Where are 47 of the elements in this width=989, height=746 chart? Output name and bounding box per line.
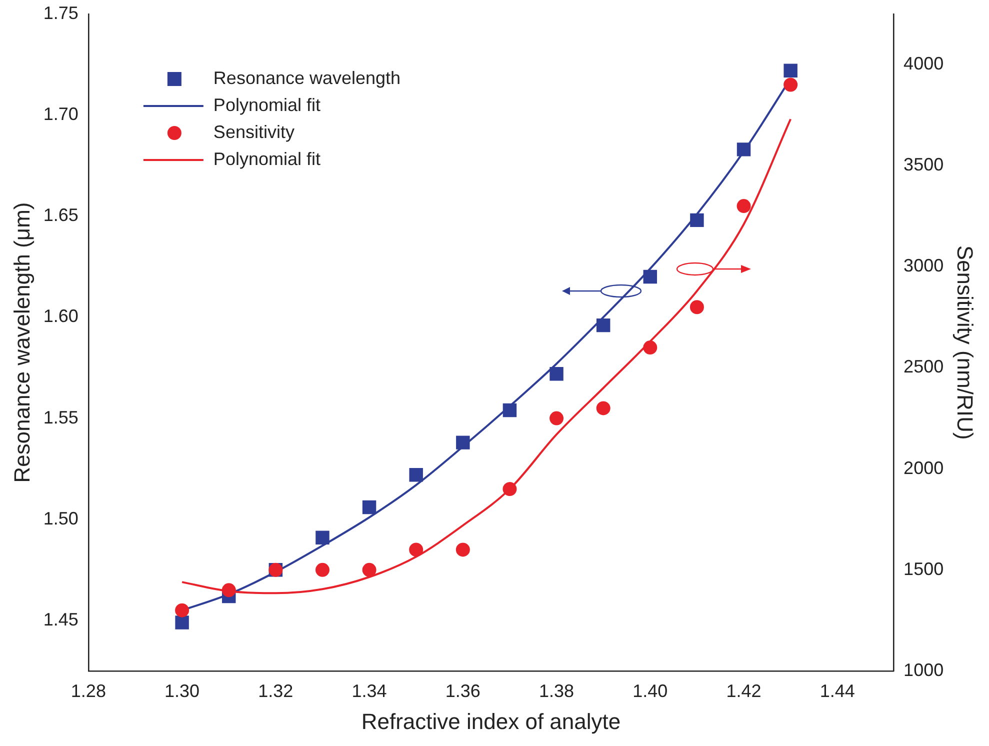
point [315, 562, 330, 577]
x-tick-label: 1.40 [632, 680, 668, 701]
y2-tick-label: 2500 [904, 356, 944, 377]
x-tick-label: 1.28 [70, 680, 106, 701]
point [690, 300, 704, 314]
y-tick-label: 1.55 [43, 407, 78, 428]
legend-label: Resonance wavelength [213, 68, 401, 88]
point [175, 603, 190, 618]
point [456, 542, 470, 557]
y2-axis-title: Sensitivity (nm/RIU) [952, 245, 978, 440]
y-tick-label: 1.60 [43, 306, 78, 326]
y-axis-title: Resonance wavelength (μm) [9, 202, 34, 483]
x-tick-label: 1.32 [258, 680, 294, 701]
y-tick-label: 1.45 [43, 609, 78, 630]
y-tick-label: 1.75 [43, 2, 78, 23]
legend-label: Polynomial fit [213, 94, 320, 115]
point [550, 411, 564, 426]
x-tick-label: 1.42 [726, 680, 762, 701]
y2-tick-label: 1500 [904, 558, 944, 579]
legend-label: Polynomial fit [213, 148, 320, 169]
y2-tick-label: 2000 [904, 458, 944, 478]
point [409, 542, 424, 557]
point [596, 401, 610, 416]
x-tick-label: 1.36 [445, 680, 480, 701]
x-tick-label: 1.34 [352, 680, 387, 701]
point [736, 199, 751, 214]
y2-tick-label: 3500 [904, 154, 944, 175]
point [362, 500, 376, 514]
y2-tick-label: 4000 [904, 54, 944, 74]
y-tick-label: 1.65 [43, 205, 78, 226]
point [784, 64, 798, 78]
point [550, 366, 564, 381]
x-tick-label: 1.30 [164, 680, 200, 701]
legend-label: Sensitivity [213, 122, 294, 142]
point [175, 616, 189, 630]
y2-tick-label: 1000 [904, 660, 944, 680]
point [456, 436, 470, 450]
point [409, 468, 423, 482]
x-tick-label: 1.38 [539, 680, 574, 701]
point [362, 562, 376, 577]
x-tick-label: 1.44 [820, 680, 855, 701]
y2-tick-label: 3000 [904, 256, 944, 276]
y-tick-label: 1.70 [43, 104, 78, 124]
point [316, 530, 330, 544]
x-axis-title: Refractive index of analyte [361, 708, 621, 734]
point [784, 78, 798, 92]
y-tick-label: 1.50 [43, 508, 78, 528]
